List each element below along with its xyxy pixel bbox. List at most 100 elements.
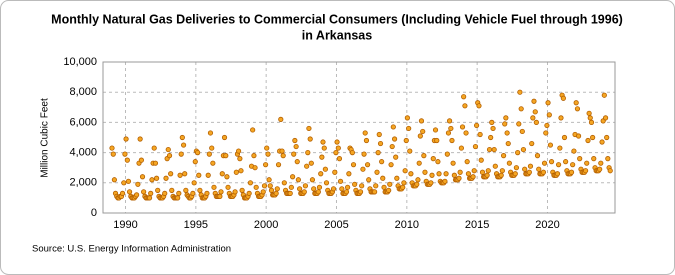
point	[429, 172, 435, 178]
point	[205, 172, 211, 178]
point	[110, 151, 116, 157]
y-axis-label: Million Cubic Feet	[40, 98, 51, 178]
point	[345, 184, 351, 190]
point	[584, 160, 590, 166]
point	[192, 159, 198, 165]
point	[432, 127, 439, 133]
point	[571, 148, 577, 154]
x-tick-label: 2000	[254, 219, 278, 231]
point	[476, 103, 482, 109]
point	[456, 175, 462, 181]
point	[359, 183, 365, 189]
point	[264, 145, 270, 151]
point	[563, 159, 569, 165]
point	[339, 186, 345, 192]
point	[585, 137, 591, 144]
point	[408, 171, 414, 177]
x-tick-label: 2015	[465, 219, 489, 231]
point	[420, 128, 426, 135]
point	[293, 143, 299, 150]
point	[223, 153, 229, 159]
point	[364, 162, 371, 168]
point	[373, 183, 379, 189]
y-tick-label: 0	[91, 207, 97, 219]
point	[162, 190, 168, 196]
point	[335, 145, 341, 151]
point	[206, 151, 212, 157]
point	[247, 180, 254, 186]
point	[379, 159, 385, 165]
point	[601, 92, 607, 98]
point	[583, 168, 589, 174]
point	[404, 115, 410, 121]
point	[169, 187, 175, 193]
point	[290, 174, 296, 180]
point	[590, 134, 596, 141]
point	[478, 157, 484, 163]
point	[178, 151, 184, 157]
point	[235, 148, 242, 154]
point	[450, 160, 456, 166]
point	[527, 163, 534, 169]
point	[488, 134, 494, 141]
point	[267, 183, 273, 189]
point	[477, 131, 483, 138]
point	[321, 145, 327, 151]
point	[372, 189, 378, 195]
point	[492, 163, 498, 169]
point	[260, 189, 266, 195]
point	[486, 146, 493, 153]
point	[459, 124, 466, 130]
point	[278, 116, 284, 122]
x-tick-label: 2020	[535, 219, 559, 231]
point	[315, 189, 321, 195]
point	[336, 156, 343, 162]
point	[522, 166, 528, 172]
point	[605, 156, 611, 162]
point	[265, 151, 271, 157]
point	[547, 142, 554, 148]
point	[124, 157, 130, 163]
point	[232, 189, 238, 195]
point	[504, 130, 510, 136]
point	[518, 106, 524, 112]
point	[219, 171, 225, 177]
point	[604, 134, 610, 141]
x-tick-label: 1995	[184, 219, 208, 231]
point	[253, 184, 259, 190]
point	[176, 190, 182, 196]
point	[357, 189, 364, 195]
point	[435, 159, 441, 165]
point	[268, 187, 275, 193]
point	[381, 184, 387, 190]
point	[484, 172, 490, 178]
point	[449, 137, 455, 144]
point	[519, 128, 525, 135]
point	[491, 146, 497, 153]
point	[451, 172, 457, 178]
y-tick-label: 8,000	[69, 86, 97, 98]
point	[274, 186, 280, 192]
point	[434, 137, 440, 144]
point	[308, 160, 314, 166]
point	[588, 119, 595, 126]
point	[464, 159, 470, 165]
point	[374, 169, 380, 175]
point	[125, 178, 132, 184]
point	[320, 139, 326, 145]
point	[119, 190, 126, 196]
point	[246, 190, 252, 196]
point	[520, 146, 527, 153]
point	[350, 162, 357, 168]
point	[463, 130, 469, 136]
point	[295, 177, 301, 183]
point	[415, 177, 421, 183]
point	[472, 143, 479, 150]
point	[558, 115, 564, 121]
point	[529, 140, 535, 147]
point	[163, 175, 169, 181]
point	[190, 190, 196, 196]
chart-title: Monthly Natural Gas Deliveries to Commer…	[51, 12, 623, 26]
point	[574, 106, 581, 112]
